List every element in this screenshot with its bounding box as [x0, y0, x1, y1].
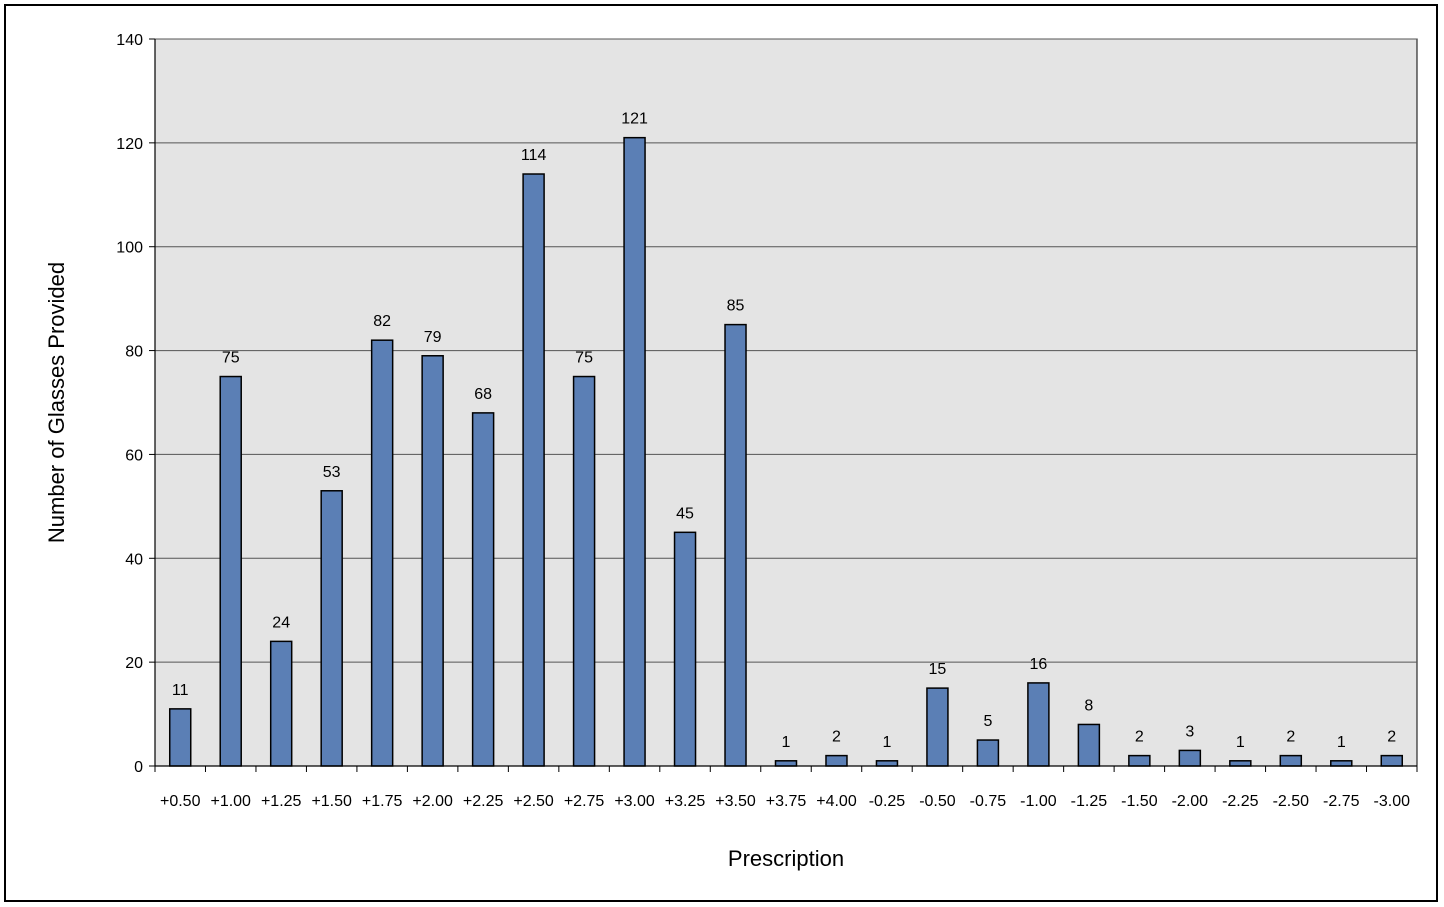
data-label: 2 [1135, 729, 1144, 746]
bar [624, 138, 645, 766]
y-axis-title: Number of Glasses Provided [44, 262, 69, 543]
x-tick-label: -0.25 [869, 793, 906, 810]
plot-area [155, 39, 1417, 766]
x-tick-label: -2.25 [1222, 793, 1259, 810]
data-label: 79 [424, 329, 442, 346]
bar [220, 377, 241, 766]
y-tick-labels: 0 20 40 60 80 100 120 140 [116, 32, 143, 776]
x-tick-label: +4.00 [816, 793, 857, 810]
bar [1280, 756, 1301, 766]
x-tick-label: +1.50 [311, 793, 352, 810]
x-tick-labels: +0.50 +1.00 +1.25 +1.50 +1.75 +2.00 +2.25 +2.50… [160, 793, 1410, 810]
x-tick-label: -1.00 [1020, 793, 1057, 810]
bar [826, 756, 847, 766]
x-tick-label: +2.00 [412, 793, 453, 810]
data-label: 53 [323, 464, 341, 481]
bar [1331, 761, 1352, 766]
data-label: 121 [621, 111, 648, 128]
x-tick-label: +3.75 [766, 793, 807, 810]
bar [1230, 761, 1251, 766]
y-tick-label: 0 [134, 759, 143, 776]
y-tick-label: 40 [125, 551, 143, 568]
data-label: 1 [883, 734, 892, 751]
bar [977, 740, 998, 766]
bar [1078, 724, 1099, 766]
y-tick-label: 100 [116, 240, 143, 257]
data-label: 85 [727, 298, 745, 315]
bar [1028, 683, 1049, 766]
data-label: 114 [521, 147, 547, 164]
y-tick-label: 80 [125, 344, 143, 361]
bar [776, 761, 797, 766]
data-label: 68 [474, 386, 492, 403]
y-tick-label: 60 [125, 447, 143, 464]
data-label: 82 [373, 313, 391, 330]
bar [927, 688, 948, 766]
bar [1179, 750, 1200, 766]
x-tick-label: +2.25 [463, 793, 504, 810]
x-tick-label: +3.50 [715, 793, 756, 810]
data-label: 15 [929, 661, 947, 678]
data-label: 1 [1337, 734, 1346, 751]
x-tick-label: +3.25 [665, 793, 706, 810]
x-axis-title: Prescription [728, 846, 844, 871]
data-label: 75 [575, 350, 593, 367]
data-label: 16 [1030, 656, 1048, 673]
data-label: 11 [172, 682, 189, 699]
bar [321, 491, 342, 766]
x-tick-label: -0.50 [919, 793, 956, 810]
data-label: 1 [782, 734, 791, 751]
data-label: 5 [983, 713, 992, 730]
bar [422, 356, 443, 766]
data-label: 2 [832, 729, 841, 746]
bar [574, 377, 595, 766]
data-label: 2 [1286, 729, 1295, 746]
x-tick-label: -2.00 [1172, 793, 1209, 810]
data-label: 1 [1236, 734, 1245, 751]
bar [725, 325, 746, 766]
x-tick-label: +2.50 [513, 793, 554, 810]
bar [523, 174, 544, 766]
x-tick-label: +1.25 [261, 793, 302, 810]
data-label: 2 [1387, 729, 1396, 746]
x-tick-label: -2.75 [1323, 793, 1360, 810]
x-tick-label: +2.75 [564, 793, 605, 810]
data-label: 45 [676, 505, 694, 522]
x-tick-label: -2.50 [1273, 793, 1310, 810]
bar [473, 413, 494, 766]
bar [170, 709, 191, 766]
x-tick-label: -0.75 [970, 793, 1007, 810]
data-label: 75 [222, 350, 240, 367]
y-tick-label: 140 [116, 32, 143, 49]
bar [271, 641, 292, 766]
bar [1129, 756, 1150, 766]
data-label: 24 [272, 614, 290, 631]
bar [675, 532, 696, 766]
x-tick-label: +3.00 [614, 793, 655, 810]
y-tick-label: 120 [116, 136, 143, 153]
bar [372, 340, 393, 766]
x-tick-label: -3.00 [1374, 793, 1411, 810]
x-tick-label: +1.00 [210, 793, 251, 810]
data-label: 8 [1084, 697, 1093, 714]
x-tick-label: -1.50 [1121, 793, 1158, 810]
x-tick-label: +0.50 [160, 793, 201, 810]
x-tick-label: -1.25 [1071, 793, 1108, 810]
bar [1381, 756, 1402, 766]
x-tick-label: +1.75 [362, 793, 403, 810]
data-label: 3 [1185, 723, 1194, 740]
bar [876, 761, 897, 766]
y-tick-label: 20 [125, 655, 143, 672]
